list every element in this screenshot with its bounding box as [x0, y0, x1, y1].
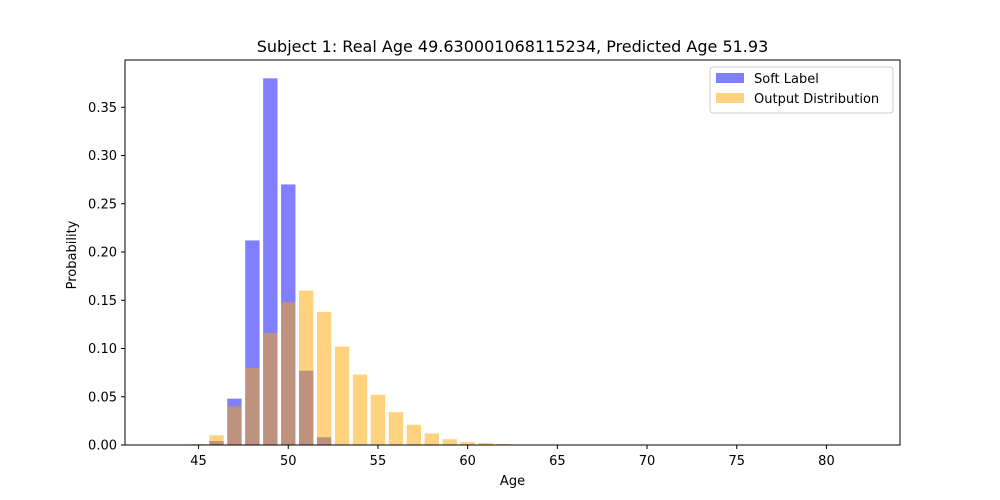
y-tick-label: 0.15 — [88, 294, 117, 309]
bar — [370, 394, 386, 445]
bar — [263, 333, 278, 445]
y-tick-label: 0.25 — [88, 197, 117, 212]
bar — [209, 435, 224, 445]
bars-layer — [191, 78, 511, 445]
legend-swatch — [716, 73, 744, 83]
x-tick-label: 55 — [370, 454, 387, 469]
legend: Soft Label Output Distribution — [709, 66, 894, 114]
bar — [227, 406, 242, 445]
legend-label: Soft Label — [754, 72, 819, 87]
y-tick-label: 0.00 — [88, 439, 117, 454]
bar — [460, 442, 475, 445]
x-axis-label: Age — [500, 474, 525, 489]
bar — [316, 311, 332, 445]
bar — [388, 412, 404, 445]
series-output-distribution — [191, 290, 511, 445]
x-tick-label: 60 — [459, 454, 476, 469]
bar — [281, 302, 296, 445]
legend-box — [709, 66, 894, 114]
x-tick-label: 70 — [639, 454, 656, 469]
bar — [424, 433, 439, 445]
x-tick-label: 65 — [549, 454, 566, 469]
bar — [245, 367, 260, 445]
x-tick-label: 75 — [728, 454, 745, 469]
bar — [352, 374, 368, 445]
bar — [442, 439, 457, 445]
bar — [478, 443, 493, 445]
y-tick-label: 0.05 — [88, 390, 117, 405]
ticks-layer: 45 50 55 60 65 70 75 80 0.00 0.05 0.10 0.15 0.20 0.25… — [88, 101, 835, 469]
legend-swatch — [716, 93, 744, 103]
bar — [334, 346, 350, 445]
legend-label: Output Distribution — [754, 92, 879, 107]
y-tick-label: 0.35 — [88, 101, 117, 116]
x-tick-label: 80 — [818, 454, 835, 469]
bar — [406, 424, 422, 445]
y-tick-label: 0.20 — [88, 246, 117, 261]
x-tick-label: 45 — [190, 454, 207, 469]
y-axis-label: Probability — [65, 220, 80, 289]
y-tick-label: 0.10 — [88, 342, 117, 357]
x-tick-label: 50 — [280, 454, 297, 469]
chart-title: Subject 1: Real Age 49.630001068115234, … — [257, 37, 769, 56]
plot-frame — [124, 59, 901, 446]
y-tick-label: 0.30 — [88, 149, 117, 164]
bar — [299, 290, 314, 445]
axes-frame — [124, 59, 901, 446]
